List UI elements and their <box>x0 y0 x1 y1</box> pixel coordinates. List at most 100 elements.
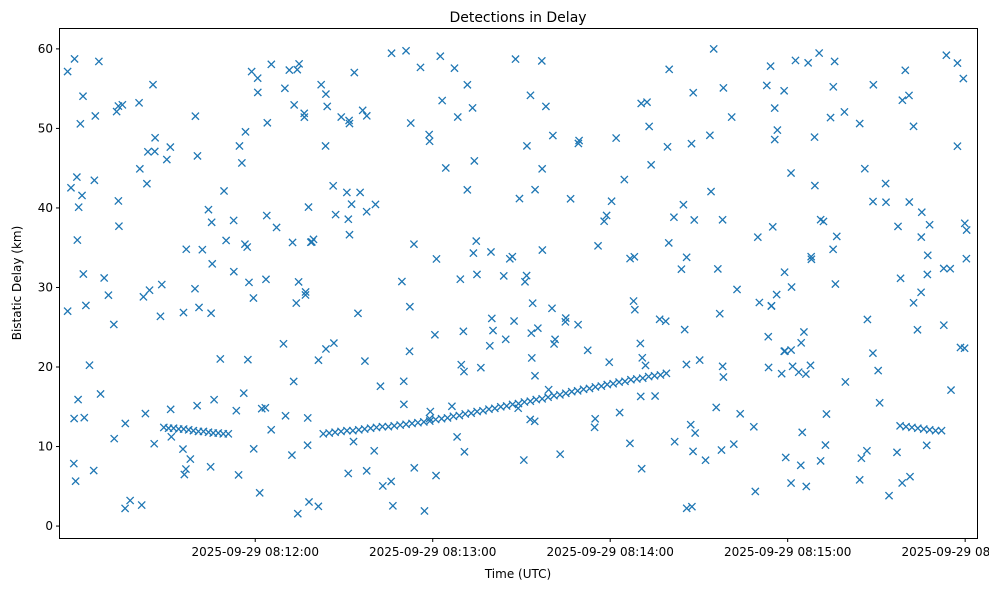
clutter-point <box>488 326 498 335</box>
clutter-point <box>405 302 414 311</box>
clutter-point <box>293 509 302 518</box>
clutter-point <box>766 62 775 71</box>
clutter-point <box>687 502 696 511</box>
clutter-point <box>515 194 524 203</box>
track-point <box>597 382 606 391</box>
clutter-point <box>303 413 312 423</box>
clutter-point <box>679 200 688 209</box>
clutter-point <box>764 332 773 341</box>
clutter-point <box>156 312 165 321</box>
clutter-point <box>688 447 698 456</box>
clutter-point <box>370 446 379 455</box>
clutter-point <box>347 200 356 209</box>
clutter-point <box>456 275 465 284</box>
clutter-point <box>360 357 369 366</box>
clutter-point <box>501 335 510 344</box>
clutter-point <box>303 441 312 450</box>
clutter-point <box>91 111 100 121</box>
clutter-point <box>301 290 310 300</box>
clutter-point <box>89 466 98 475</box>
clutter-point <box>626 254 635 263</box>
clutter-point <box>420 506 429 516</box>
clutter-point <box>798 428 807 437</box>
clutter-point <box>74 203 83 212</box>
clutter-point <box>263 118 272 127</box>
clutter-point <box>909 122 918 131</box>
clutter-point <box>356 188 365 197</box>
clutter-point <box>647 160 656 169</box>
clutter-point <box>630 305 639 314</box>
clutter-point <box>135 98 144 107</box>
clutter-point <box>715 309 724 318</box>
clutter-point <box>641 361 650 370</box>
clutter-point <box>556 450 565 459</box>
clutter-point <box>285 66 294 75</box>
clutter-point <box>206 462 215 471</box>
clutter-point <box>655 315 664 324</box>
clutter-point <box>804 58 813 67</box>
clutter-point <box>884 491 894 500</box>
clutter-point <box>922 441 931 450</box>
clutter-point <box>331 210 340 219</box>
clutter-point <box>387 477 396 486</box>
clutter-point <box>566 194 575 203</box>
clutter-point <box>695 356 704 365</box>
clutter-point <box>114 222 123 231</box>
clutter-point <box>253 74 262 83</box>
clutter-point <box>705 131 714 140</box>
clutter-point <box>917 208 926 217</box>
clutter-point <box>329 339 338 348</box>
y-tick-label: 60 <box>38 42 53 56</box>
clutter-point <box>436 52 445 61</box>
x-tick-label: 2025-09-29 08:16:00 <box>901 545 989 559</box>
clutter-point <box>279 339 288 348</box>
clutter-point <box>349 437 358 446</box>
clutter-point <box>321 90 330 99</box>
clutter-point <box>304 203 313 212</box>
clutter-point <box>863 315 872 324</box>
clutter-point <box>66 183 76 192</box>
clutter-point <box>781 453 790 462</box>
track-point <box>526 397 535 406</box>
clutter-point <box>691 428 700 438</box>
clutter-point <box>645 122 654 131</box>
clutter-point <box>925 220 934 229</box>
clutter-point <box>362 466 371 475</box>
clutter-point <box>295 59 304 68</box>
clutter-point <box>796 461 805 470</box>
clutter-point <box>612 134 621 143</box>
clutter-point <box>243 355 252 364</box>
clutter-point <box>522 271 531 280</box>
clutter-point <box>751 487 760 496</box>
clutter-point <box>801 369 810 379</box>
clutter-point <box>253 88 262 97</box>
clutter-point <box>530 371 540 380</box>
clutter-point <box>816 456 825 465</box>
clutter-point <box>664 238 673 247</box>
track-point <box>937 426 946 435</box>
clutter-point <box>868 349 877 358</box>
clutter-point <box>162 155 171 164</box>
clutter-point <box>629 296 638 306</box>
y-tick-label: 0 <box>45 519 53 533</box>
clutter-point <box>522 141 532 150</box>
clutter-point <box>207 218 216 227</box>
clutter-point <box>574 139 583 148</box>
clutter-point <box>210 395 219 404</box>
clutter-point <box>822 409 831 419</box>
clutter-point <box>768 222 777 231</box>
track-point <box>638 374 647 383</box>
clutter-point <box>388 501 397 510</box>
clutter-point <box>717 445 726 455</box>
clutter-point <box>472 270 482 279</box>
clutter-point <box>946 386 956 395</box>
clutter-point <box>294 277 303 286</box>
clutter-point <box>510 316 519 326</box>
clutter-point <box>447 402 456 411</box>
clutter-point <box>240 240 250 249</box>
clutter-point <box>78 92 88 101</box>
clutter-point <box>345 116 354 125</box>
clutter-point <box>204 205 213 214</box>
clutter-point <box>441 163 450 173</box>
clutter-point <box>651 391 660 401</box>
